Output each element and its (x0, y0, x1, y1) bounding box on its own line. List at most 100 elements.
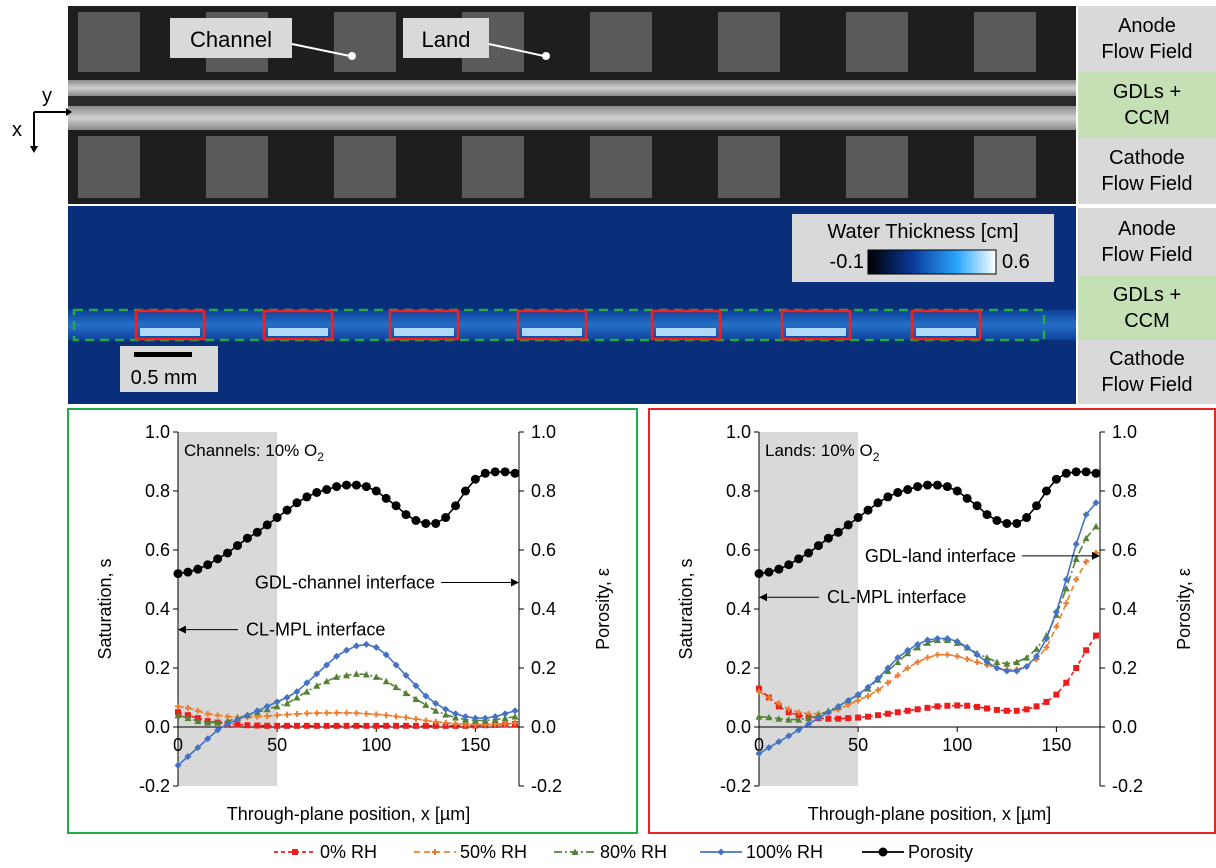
data-point (293, 694, 301, 701)
panel-title-subscript: 2 (317, 450, 324, 464)
data-point (795, 709, 802, 716)
data-point (784, 560, 794, 570)
data-point (1041, 486, 1051, 496)
data-point (963, 643, 971, 651)
data-point (924, 654, 931, 661)
x-tick-label: 50 (267, 735, 287, 755)
data-point (452, 720, 459, 727)
panel-title: Lands: 10% O2 (765, 441, 880, 464)
data-point (894, 654, 902, 662)
data-point (362, 670, 370, 678)
data-point (502, 720, 509, 727)
lands-chart-frame (648, 408, 1216, 834)
x-axis-title: Through-plane position, x [µm] (227, 804, 471, 824)
data-point (853, 513, 863, 523)
data-point (272, 513, 282, 523)
data-point (352, 642, 360, 650)
y-tick-label: 0.0 (145, 717, 170, 737)
data-point (894, 672, 901, 679)
data-point (511, 713, 519, 720)
data-point (805, 714, 813, 722)
legend-swatch-marker (571, 848, 579, 855)
data-point (904, 707, 911, 714)
water-accumulation (268, 328, 328, 336)
data-point (412, 695, 420, 702)
data-point (393, 713, 400, 720)
land-block (974, 136, 1036, 198)
y2-tick-label: 0.2 (1112, 658, 1137, 678)
data-point (1063, 679, 1070, 686)
annotation-arrowhead (1092, 551, 1100, 560)
data-point (284, 722, 291, 729)
data-point (432, 699, 440, 707)
data-point (274, 712, 281, 719)
data-point (854, 691, 862, 699)
data-point (934, 651, 941, 658)
data-point (323, 722, 330, 729)
data-point (461, 713, 469, 721)
data-point (1071, 467, 1081, 477)
data-point (303, 679, 311, 687)
chart-legend: 0% RH 50% RH 80% RH 100% RH Porosity (274, 842, 973, 862)
data-point (184, 753, 192, 760)
data-point (1033, 645, 1041, 652)
colorbar-title: Water Thickness [cm] (827, 221, 1018, 243)
data-point (765, 713, 773, 721)
top-gdl-label: GDLs + CCM (1078, 72, 1216, 138)
data-point (253, 707, 261, 715)
data-point (282, 505, 292, 515)
data-point (913, 482, 923, 492)
x-tick-label: 100 (942, 735, 972, 755)
y-axis-title: Saturation, s (95, 558, 115, 659)
data-point (452, 714, 460, 721)
land-block (78, 136, 140, 198)
data-point (934, 703, 941, 710)
data-point (382, 651, 390, 659)
x-tick-label: 150 (460, 735, 490, 755)
data-point (1083, 647, 1090, 654)
y-tick-label: -0.2 (720, 776, 751, 796)
data-point (825, 715, 832, 722)
data-point (393, 722, 400, 729)
data-point (232, 541, 242, 551)
data-point (1023, 663, 1031, 671)
land-callout-label: Land (422, 27, 471, 52)
data-point (481, 714, 489, 722)
data-point (174, 711, 182, 719)
data-point (974, 659, 981, 666)
data-point (214, 726, 222, 734)
data-point (382, 677, 390, 685)
water-accumulation (786, 328, 846, 336)
data-point (184, 704, 191, 711)
legend-label: 80% RH (600, 842, 667, 862)
data-point (402, 671, 410, 679)
data-point (904, 665, 911, 671)
data-point (422, 692, 430, 700)
data-point (1093, 632, 1100, 639)
y2-tick-label: 0.0 (531, 717, 556, 737)
data-point (775, 738, 783, 746)
data-point (1022, 513, 1032, 523)
data-point (264, 713, 271, 720)
data-point (1023, 706, 1030, 713)
data-point (175, 703, 181, 710)
data-point (1073, 665, 1080, 671)
y2-tick-label: 1.0 (1112, 422, 1137, 442)
data-point (422, 717, 429, 724)
data-point (1092, 499, 1100, 507)
data-point (764, 567, 774, 577)
y2-tick-label: 0.6 (1112, 540, 1137, 560)
land-block (78, 12, 140, 72)
data-point (194, 717, 202, 725)
data-point (353, 710, 360, 717)
data-point (754, 569, 764, 579)
data-point (893, 487, 903, 497)
data-point (343, 646, 351, 654)
data-point (983, 705, 990, 712)
data-point (274, 722, 281, 729)
mid-gdl-label: GDLs + CCM (1078, 276, 1216, 340)
data-point (993, 664, 1001, 672)
data-point (923, 480, 933, 490)
data-point (401, 510, 411, 520)
water-accumulation (656, 328, 716, 336)
